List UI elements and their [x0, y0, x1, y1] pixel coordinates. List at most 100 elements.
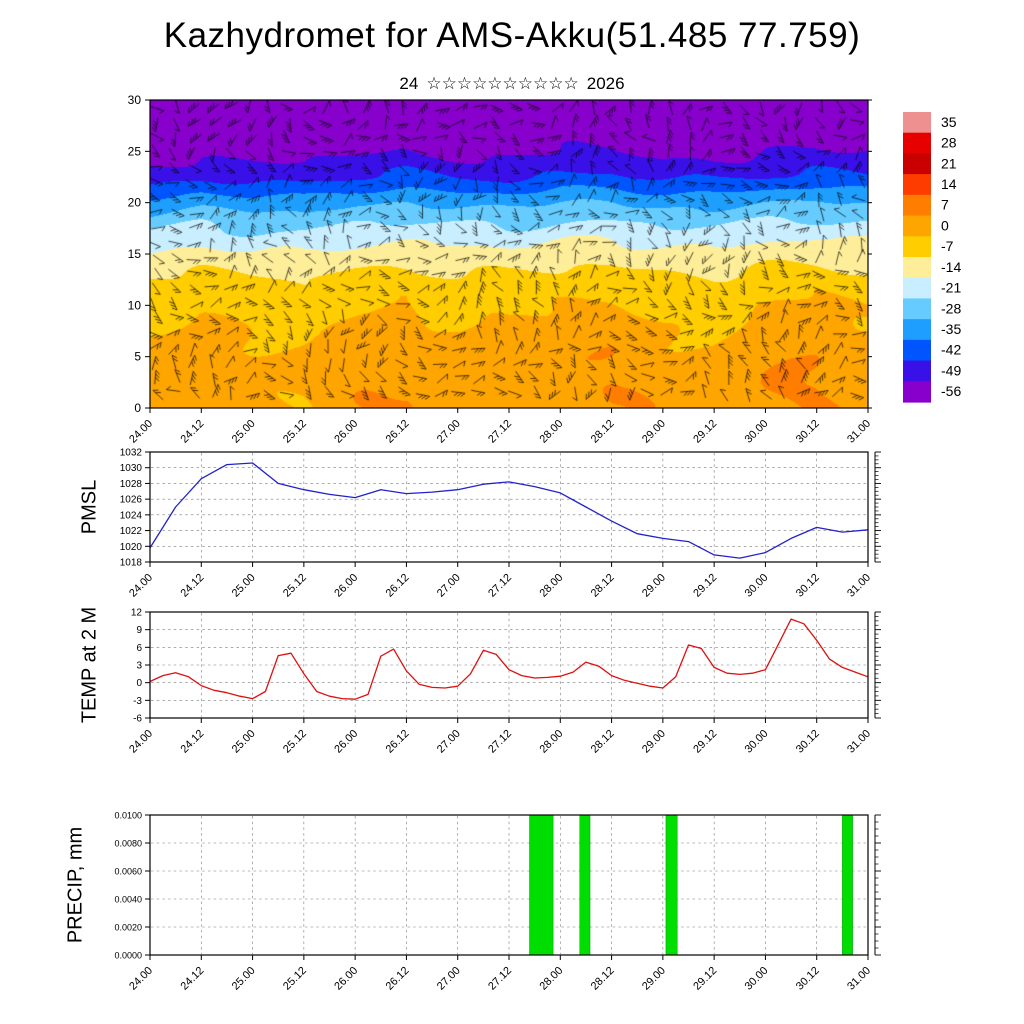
- subtitle-year: 2026: [586, 74, 625, 93]
- x-tick-label: 26.00: [332, 728, 360, 756]
- colorbar-segment: [903, 319, 931, 341]
- temp-2m-series-line: [149, 618, 869, 700]
- x-tick-label: 28.00: [537, 965, 565, 993]
- colorbar-segment: [903, 298, 931, 320]
- x-tick-label: 28.12: [589, 965, 617, 993]
- temp-axis-label: TEMP at 2 M: [78, 606, 101, 724]
- colorbar-label: 28: [941, 135, 957, 151]
- y-tick-label: 6: [136, 643, 142, 654]
- precip-bar: [665, 814, 678, 956]
- x-tick-label: 24.12: [178, 572, 206, 600]
- x-tick-label: 27.00: [435, 418, 463, 446]
- y-tick-label: 0.0040: [114, 895, 142, 905]
- colorbar-segment: [903, 132, 931, 155]
- colorbar-segment: [903, 257, 931, 279]
- temperature-wind-cross-section: [150, 100, 868, 408]
- colorbar-segment: [903, 360, 931, 382]
- pmsl-panel: 1018 1020 1022 1024 1026 1028 1030 1032 24.00 24.…: [120, 448, 881, 600]
- x-tick-label: 30.00: [743, 418, 771, 446]
- x-tick-label: 25.00: [230, 965, 258, 993]
- colorbar-segment: [903, 194, 931, 217]
- x-tick-label: 29.12: [691, 965, 719, 993]
- x-tick-label: 24.00: [127, 965, 155, 993]
- x-tick-label: 24.00: [127, 572, 155, 600]
- y-tick-label: 0.0080: [114, 839, 142, 849]
- y-tick-label: 0: [134, 401, 141, 415]
- colorbar-segment: [903, 153, 931, 175]
- x-tick-label: 25.12: [281, 418, 309, 446]
- x-tick-label: 30.00: [743, 572, 771, 600]
- y-tick-label: 0.0060: [114, 867, 142, 877]
- colorbar-label: 0: [941, 217, 949, 233]
- temp-panel: -6 -3 0 3 6 9 12 24.00 24.12 25.00 25.12 26.00 26.12…: [127, 608, 881, 756]
- y-tick-label: 1020: [120, 542, 143, 553]
- colorbar-segment: [903, 339, 931, 362]
- y-tick-label: 10: [128, 298, 142, 312]
- y-tick-label: 20: [128, 196, 142, 210]
- y-tick-label: 15: [128, 247, 142, 261]
- colorbar-segment: [903, 174, 931, 196]
- colorbar-label: -28: [941, 300, 961, 316]
- x-tick-label: 25.12: [281, 728, 309, 756]
- subtitle-stars: ☆☆☆☆☆☆☆☆☆☆: [426, 74, 579, 93]
- colorbar-segment: [903, 215, 931, 237]
- y-tick-label: 12: [131, 608, 143, 619]
- colorbar-label: -35: [941, 321, 961, 337]
- x-tick-label: 28.12: [589, 572, 617, 600]
- x-tick-label: 29.12: [691, 572, 719, 600]
- page-title: Kazhydromet for AMS-Akku(51.485 77.759): [163, 16, 861, 55]
- y-tick-label: 0.0000: [114, 951, 142, 961]
- x-tick-label: 27.00: [435, 572, 463, 600]
- x-tick-label: 27.12: [486, 728, 514, 756]
- pmsl-series-line: [149, 462, 869, 559]
- x-tick-label: 31.00: [845, 965, 873, 993]
- colorbar-segment: [903, 112, 931, 134]
- x-tick-label: 25.00: [230, 728, 258, 756]
- subtitle-day: 24: [399, 74, 419, 93]
- y-tick-label: -6: [133, 714, 142, 725]
- y-tick-label: 5: [134, 350, 141, 364]
- x-tick-label: 30.12: [794, 418, 822, 446]
- colorbar-label: -7: [941, 238, 954, 254]
- x-tick-label: 30.00: [743, 965, 771, 993]
- x-tick-label: 30.00: [743, 728, 771, 756]
- precip-axis-label: PRECIP, mm: [64, 826, 87, 944]
- colorbar: 35 28 21 14 7 0 -7 -14 -21 -28 -35 -42 -49 -56: [903, 112, 961, 403]
- panel-frame: [149, 814, 869, 956]
- y-tick-label: 3: [136, 661, 142, 672]
- y-tick-label: 1028: [120, 479, 143, 490]
- x-tick-label: 26.12: [384, 572, 412, 600]
- y-tick-label: -3: [133, 696, 142, 707]
- x-tick-label: 24.00: [127, 728, 155, 756]
- x-tick-label: 27.00: [435, 728, 463, 756]
- x-tick-label: 26.12: [384, 728, 412, 756]
- y-tick-label: 0: [136, 678, 142, 689]
- y-tick-label: 25: [128, 144, 142, 158]
- x-tick-label: 28.00: [537, 728, 565, 756]
- x-tick-label: 25.12: [281, 965, 309, 993]
- colorbar-label: 21: [941, 155, 957, 171]
- y-tick-label: 0.0100: [114, 811, 142, 821]
- x-tick-label: 30.12: [794, 728, 822, 756]
- colorbar-label: -42: [941, 342, 961, 358]
- x-tick-label: 29.12: [691, 418, 719, 446]
- x-tick-label: 28.00: [537, 418, 565, 446]
- x-tick-label: 24.00: [127, 418, 155, 446]
- colorbar-label: -56: [941, 383, 961, 399]
- x-tick-label: 27.12: [486, 418, 514, 446]
- x-tick-label: 25.12: [281, 572, 309, 600]
- y-tick-label: 1032: [120, 448, 143, 459]
- colorbar-segment: [903, 236, 931, 258]
- precip-bar: [842, 814, 853, 956]
- x-tick-label: 29.00: [640, 572, 668, 600]
- y-tick-label: 1030: [120, 463, 143, 474]
- x-tick-label: 25.00: [230, 418, 258, 446]
- panel-frame: [149, 611, 869, 719]
- x-tick-label: 28.12: [589, 418, 617, 446]
- x-tick-label: 27.12: [486, 572, 514, 600]
- x-tick-label: 29.00: [640, 728, 668, 756]
- x-tick-label: 28.12: [589, 728, 617, 756]
- colorbar-segment: [903, 277, 931, 300]
- y-tick-label: 9: [136, 625, 142, 636]
- x-tick-label: 30.12: [794, 572, 822, 600]
